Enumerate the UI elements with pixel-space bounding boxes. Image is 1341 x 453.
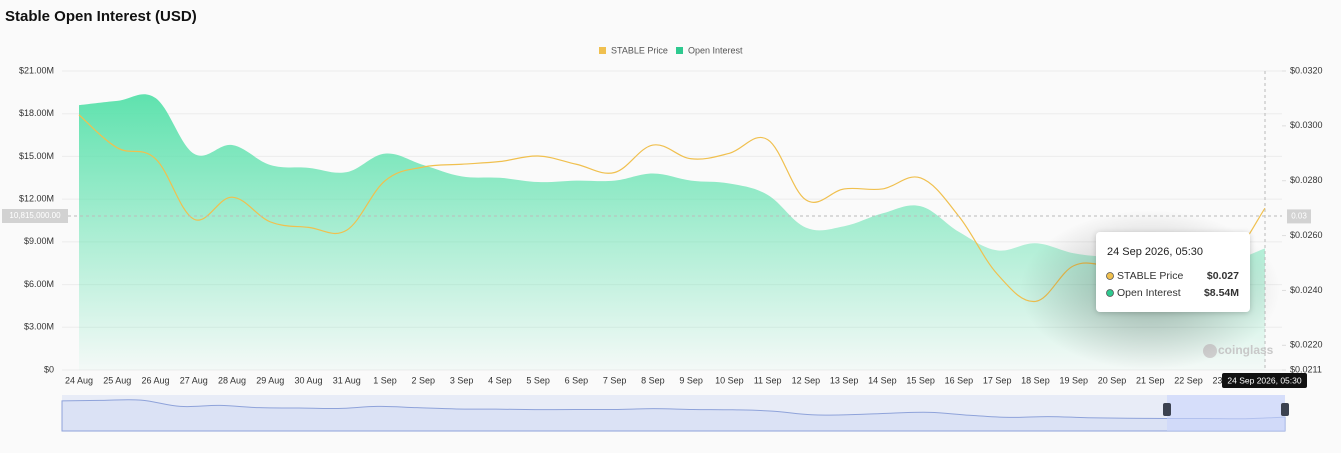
tooltip-series-name: STABLE Price	[1117, 270, 1183, 282]
tooltip-title: 24 Sep 2026, 05:30	[1107, 246, 1203, 258]
x-tick-label: 3 Sep	[450, 375, 474, 385]
x-tick-label: 16 Sep	[945, 375, 974, 385]
crosshair-x-label: 24 Sep 2026, 05:30	[1227, 375, 1301, 385]
x-tick-label: 2 Sep	[412, 375, 436, 385]
x-tick-label: 26 Aug	[142, 375, 170, 385]
legend-swatch	[599, 47, 606, 54]
y-tick-label: $3.00M	[24, 322, 54, 332]
legend-label: STABLE Price	[611, 45, 668, 55]
y-tick-label: $6.00M	[24, 279, 54, 289]
legend-label: Open Interest	[688, 45, 743, 55]
x-tick-label: 19 Sep	[1059, 375, 1088, 385]
x-tick-label: 25 Aug	[103, 375, 131, 385]
y2-tick-label: $0.0211	[1290, 364, 1322, 374]
x-tick-label: 29 Aug	[256, 375, 284, 385]
tooltip-series-name: Open Interest	[1117, 287, 1181, 299]
navigator-selection	[1167, 395, 1285, 431]
y-tick-label: $12.00M	[19, 194, 54, 204]
y2-tick-label: $0.0280	[1290, 175, 1323, 185]
y2-tick-label: $0.0300	[1290, 120, 1323, 130]
y-tick-label: $18.00M	[19, 108, 54, 118]
x-tick-label: 14 Sep	[868, 375, 897, 385]
tooltip: 24 Sep 2026, 05:30 STABLE Price $0.027 Open…	[1096, 232, 1250, 312]
y-tick-label: $0	[44, 364, 54, 374]
x-tick-label: 13 Sep	[830, 375, 859, 385]
x-tick-label: 5 Sep	[526, 375, 550, 385]
tooltip-swatch	[1106, 272, 1114, 280]
navigator-handle[interactable]	[1163, 403, 1171, 416]
y2-tick-label: $0.0260	[1290, 230, 1323, 240]
x-tick-label: 12 Sep	[792, 375, 821, 385]
navigator-handle[interactable]	[1281, 403, 1289, 416]
x-tick-label: 1 Sep	[373, 375, 397, 385]
x-tick-label: 21 Sep	[1136, 375, 1165, 385]
x-tick-label: 10 Sep	[715, 375, 744, 385]
crosshair-x-box	[1222, 373, 1307, 388]
x-tick-label: 8 Sep	[641, 375, 665, 385]
y2-tick-label: $0.0220	[1290, 340, 1323, 350]
x-tick-label: 27 Aug	[180, 375, 208, 385]
tooltip-box	[1096, 232, 1250, 312]
x-tick-label: 9 Sep	[679, 375, 703, 385]
x-tick-label: 6 Sep	[565, 375, 589, 385]
x-tick-label: 4 Sep	[488, 375, 512, 385]
chart-title: Stable Open Interest (USD)	[5, 8, 197, 25]
navigator-area	[61, 399, 1286, 432]
x-tick-label: 30 Aug	[295, 375, 323, 385]
tooltip-value: $0.027	[1207, 270, 1239, 282]
x-tick-label: 20 Sep	[1098, 375, 1127, 385]
tooltip-swatch	[1106, 289, 1114, 297]
x-tick-label: 22 Sep	[1174, 375, 1203, 385]
x-tick-label: 28 Aug	[218, 375, 246, 385]
y-tick-label: $15.00M	[19, 151, 54, 161]
y2-tick-label: $0.0320	[1290, 65, 1323, 75]
open-interest-area	[79, 94, 1265, 371]
x-tick-label: 17 Sep	[983, 375, 1012, 385]
crosshair-y-label: 10,815,000.00	[9, 211, 61, 220]
y-tick-label: $9.00M	[24, 236, 54, 246]
crosshair-y2-label: 0.03	[1291, 211, 1307, 220]
x-tick-label: 7 Sep	[603, 375, 627, 385]
crosshair-y2-box	[1287, 209, 1311, 224]
x-tick-label: 24 Aug	[65, 375, 93, 385]
tooltip-value: $8.54M	[1204, 287, 1239, 299]
crosshair-y-box	[2, 209, 68, 224]
legend-swatch	[676, 47, 683, 54]
x-tick-label: 31 Aug	[333, 375, 361, 385]
y2-tick-label: $0.0240	[1290, 285, 1323, 295]
x-tick-label: 11 Sep	[754, 375, 782, 385]
y-tick-label: $21.00M	[19, 65, 54, 75]
x-tick-label: 15 Sep	[906, 375, 935, 385]
x-tick-label: 18 Sep	[1021, 375, 1050, 385]
